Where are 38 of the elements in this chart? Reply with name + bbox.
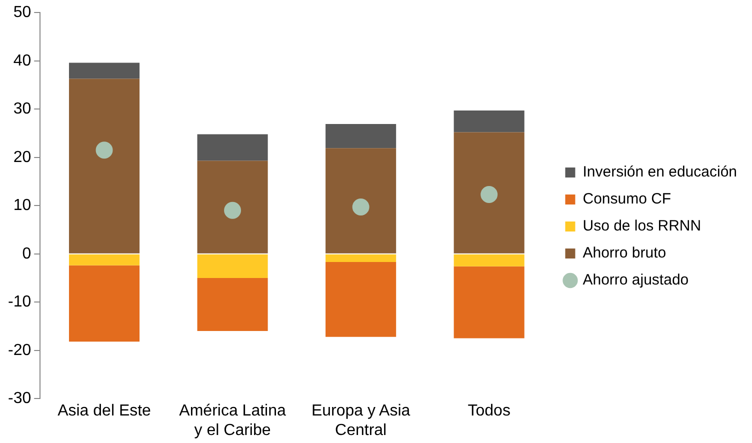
bar bbox=[326, 262, 396, 337]
bar bbox=[197, 278, 268, 332]
y-tick-label: 50 bbox=[13, 4, 32, 22]
y-tick-label: -10 bbox=[8, 294, 32, 311]
y-tick-label: 0 bbox=[22, 245, 32, 262]
bar bbox=[454, 132, 524, 254]
bar bbox=[454, 254, 524, 266]
y-tick-label: 30 bbox=[13, 100, 32, 118]
bar bbox=[326, 254, 396, 262]
x-tick-label: América Latina y el Caribe bbox=[179, 402, 286, 439]
point bbox=[352, 198, 370, 216]
bar bbox=[68, 62, 140, 79]
bar bbox=[197, 254, 268, 278]
bar bbox=[326, 124, 396, 148]
bar bbox=[197, 160, 268, 254]
x-tick-label: Asia del Este bbox=[58, 402, 152, 420]
point bbox=[96, 142, 113, 159]
y-tick-label: -20 bbox=[8, 342, 32, 359]
legend-label: Ahorro ajustado bbox=[582, 272, 689, 289]
bar bbox=[454, 110, 524, 132]
legend-label: Inversión en educación bbox=[582, 164, 738, 181]
bar bbox=[197, 134, 268, 161]
bar bbox=[454, 266, 524, 338]
legend-label: Ahorro bruto bbox=[582, 244, 666, 262]
legend-label: Uso de los RRNN bbox=[582, 218, 702, 235]
point bbox=[480, 186, 498, 204]
y-tick-label: 10 bbox=[13, 197, 32, 214]
bar bbox=[326, 148, 396, 254]
y-tick-label: 20 bbox=[13, 148, 32, 166]
bar bbox=[68, 265, 140, 342]
y-tick-label: -30 bbox=[8, 390, 32, 408]
bar bbox=[68, 78, 140, 254]
x-tick-label: Todos bbox=[468, 402, 510, 420]
y-tick-label: 40 bbox=[13, 52, 32, 70]
bar bbox=[68, 254, 140, 266]
point bbox=[224, 202, 242, 219]
x-tick-label: Europa y Asia Central bbox=[311, 402, 410, 439]
legend-label: Consumo CF bbox=[582, 190, 672, 208]
